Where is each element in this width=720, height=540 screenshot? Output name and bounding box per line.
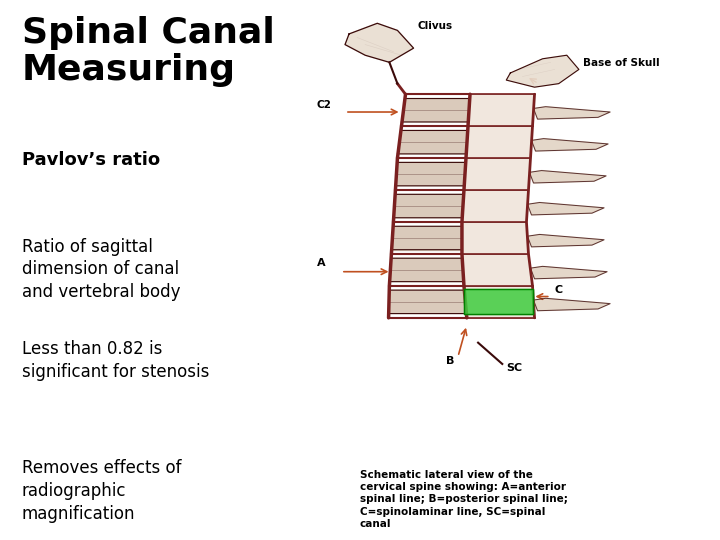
Polygon shape <box>462 190 528 222</box>
Polygon shape <box>531 139 608 151</box>
Text: Less than 0.82 is
significant for stenosis: Less than 0.82 is significant for stenos… <box>22 340 209 381</box>
Polygon shape <box>529 171 606 183</box>
Polygon shape <box>531 266 607 279</box>
Text: B: B <box>446 356 454 366</box>
Text: Pavlov’s ratio: Pavlov’s ratio <box>22 151 160 169</box>
Polygon shape <box>389 290 467 314</box>
Polygon shape <box>534 298 610 310</box>
Polygon shape <box>395 163 466 186</box>
Text: SC: SC <box>506 363 523 373</box>
Text: Spinal Canal
Measuring: Spinal Canal Measuring <box>22 16 274 87</box>
Text: C: C <box>554 285 563 295</box>
Polygon shape <box>392 226 462 249</box>
Polygon shape <box>462 254 533 286</box>
Polygon shape <box>462 222 528 254</box>
Text: Ratio of sagittal
dimension of canal
and vertebral body: Ratio of sagittal dimension of canal and… <box>22 238 180 301</box>
Polygon shape <box>466 126 533 158</box>
Text: A: A <box>317 258 325 268</box>
Polygon shape <box>528 202 604 215</box>
Polygon shape <box>464 289 533 314</box>
Polygon shape <box>528 234 604 247</box>
Polygon shape <box>397 131 468 154</box>
Text: Removes effects of
radiographic
magnification: Removes effects of radiographic magnific… <box>22 459 181 523</box>
Polygon shape <box>390 258 464 282</box>
Polygon shape <box>345 23 413 62</box>
Text: Clivus: Clivus <box>418 21 453 31</box>
Polygon shape <box>468 94 534 126</box>
Polygon shape <box>402 98 470 122</box>
Text: Schematic lateral view of the
cervical spine showing: A=anterior
spinal line; B=: Schematic lateral view of the cervical s… <box>360 470 568 529</box>
Text: Base of Skull: Base of Skull <box>583 58 660 68</box>
Polygon shape <box>464 158 531 190</box>
Polygon shape <box>393 194 464 218</box>
Polygon shape <box>464 286 534 318</box>
Polygon shape <box>506 55 579 87</box>
Text: C2: C2 <box>317 100 332 111</box>
Polygon shape <box>534 107 610 119</box>
